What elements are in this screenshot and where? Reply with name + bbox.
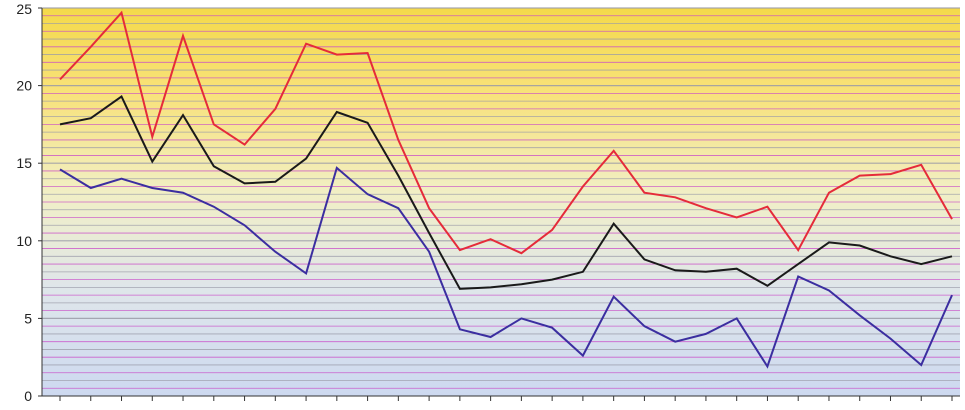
series-line-2	[59, 94, 953, 290]
series-lines	[59, 10, 953, 369]
y-tick-label: 5	[24, 310, 32, 326]
series-line-1	[59, 10, 953, 255]
y-tick-label: 25	[16, 1, 32, 17]
y-tick-label: 20	[16, 78, 32, 94]
series-line-3	[59, 166, 953, 369]
y-tick-label: 10	[16, 233, 32, 249]
y-tick-label: 15	[16, 155, 32, 171]
axes: 0 5 10 15 20 25	[16, 1, 960, 404]
grid-lines	[42, 7, 960, 389]
y-tick-label: 0	[24, 388, 32, 404]
